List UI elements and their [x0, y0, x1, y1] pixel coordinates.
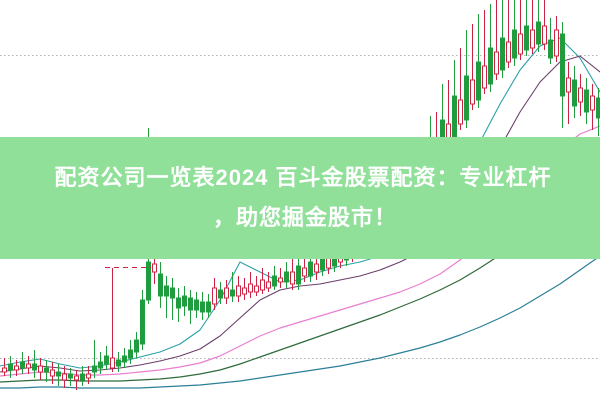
- promo-text-banner: 配资公司一览表2024 百斗金股票配资：专业杠杆 ，助您掘金股市！: [0, 137, 600, 259]
- promo-line-2: ，助您掘金股市！: [212, 205, 397, 230]
- promo-line-1: 配资公司一览表2024 百斗金股票配资：专业杠杆: [54, 165, 552, 190]
